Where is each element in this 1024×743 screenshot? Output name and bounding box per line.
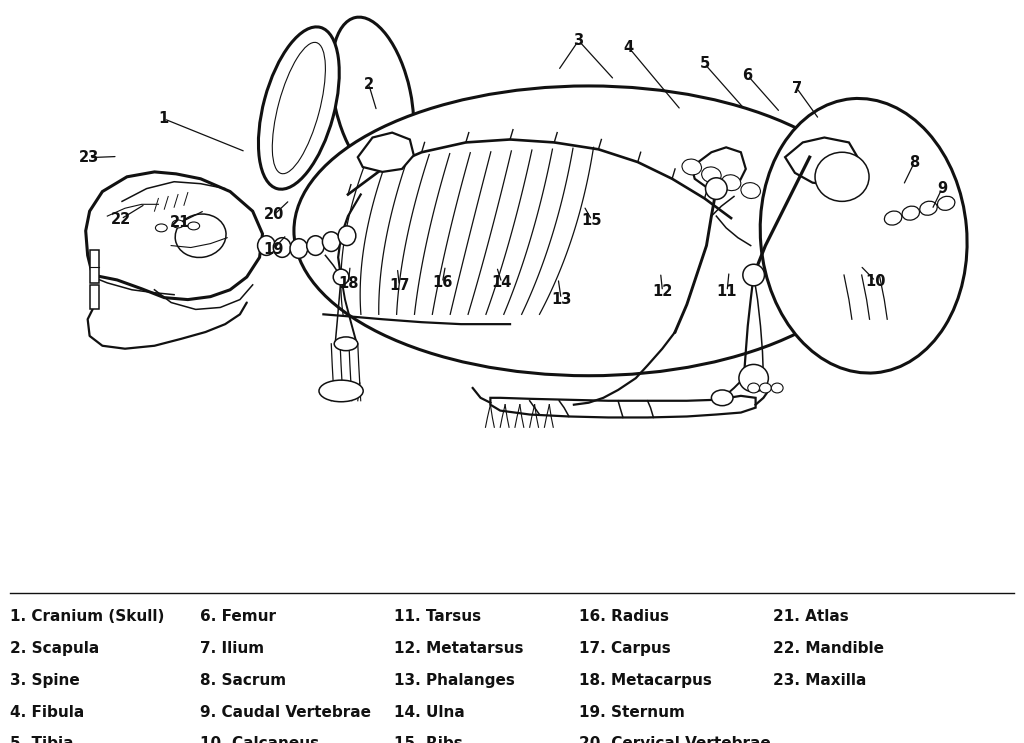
- Text: 23: 23: [79, 150, 99, 165]
- Text: 8: 8: [909, 155, 920, 169]
- Text: 11. Tarsus: 11. Tarsus: [394, 609, 481, 624]
- Text: 16: 16: [432, 276, 453, 291]
- Ellipse shape: [272, 42, 326, 174]
- Text: 15: 15: [582, 212, 602, 227]
- Text: 2: 2: [364, 77, 374, 91]
- Ellipse shape: [741, 183, 761, 198]
- Ellipse shape: [721, 175, 740, 191]
- Ellipse shape: [920, 201, 937, 215]
- Ellipse shape: [258, 236, 275, 256]
- Ellipse shape: [258, 27, 339, 189]
- Text: 1. Cranium (Skull): 1. Cranium (Skull): [10, 609, 165, 624]
- Ellipse shape: [760, 383, 771, 393]
- Ellipse shape: [902, 206, 920, 220]
- Ellipse shape: [739, 364, 768, 392]
- Ellipse shape: [290, 239, 307, 259]
- Ellipse shape: [307, 236, 325, 256]
- Text: 14. Ulna: 14. Ulna: [394, 704, 465, 719]
- Ellipse shape: [706, 178, 727, 199]
- Text: 22. Mandible: 22. Mandible: [773, 640, 884, 656]
- Text: 8. Sacrum: 8. Sacrum: [200, 672, 286, 688]
- Text: 7. Ilium: 7. Ilium: [200, 640, 264, 656]
- Text: 10. Calcaneus: 10. Calcaneus: [200, 736, 318, 743]
- Text: 9. Caudal Vertebrae: 9. Caudal Vertebrae: [200, 704, 371, 719]
- Text: 3. Spine: 3. Spine: [10, 672, 80, 688]
- Text: 19: 19: [263, 241, 284, 256]
- Text: 15. Ribs: 15. Ribs: [394, 736, 463, 743]
- Text: 7: 7: [792, 80, 802, 96]
- Polygon shape: [86, 172, 262, 299]
- Text: 21. Atlas: 21. Atlas: [773, 609, 849, 624]
- Text: 5: 5: [699, 56, 710, 71]
- Ellipse shape: [701, 167, 721, 183]
- Polygon shape: [357, 132, 414, 172]
- Polygon shape: [490, 396, 756, 418]
- Ellipse shape: [748, 383, 760, 393]
- Ellipse shape: [294, 86, 884, 376]
- Text: 6: 6: [742, 68, 753, 82]
- Text: 4. Fibula: 4. Fibula: [10, 704, 85, 719]
- Text: 23. Maxilla: 23. Maxilla: [773, 672, 866, 688]
- Text: 19. Sternum: 19. Sternum: [579, 704, 684, 719]
- Text: 13: 13: [551, 291, 571, 307]
- Text: 18: 18: [338, 276, 358, 291]
- Text: 14: 14: [492, 276, 512, 291]
- Ellipse shape: [323, 232, 340, 251]
- Ellipse shape: [338, 226, 355, 246]
- Ellipse shape: [815, 152, 869, 201]
- Ellipse shape: [682, 159, 701, 175]
- Ellipse shape: [332, 17, 414, 179]
- Ellipse shape: [760, 99, 967, 373]
- Ellipse shape: [175, 214, 226, 258]
- Ellipse shape: [273, 238, 291, 257]
- Text: 12. Metatarsus: 12. Metatarsus: [394, 640, 523, 656]
- Ellipse shape: [319, 380, 364, 402]
- Ellipse shape: [187, 222, 200, 230]
- Ellipse shape: [885, 211, 902, 225]
- Ellipse shape: [742, 265, 765, 286]
- Text: 22: 22: [111, 212, 131, 227]
- Text: 1: 1: [159, 111, 169, 126]
- Polygon shape: [90, 285, 99, 309]
- Text: 17: 17: [389, 278, 410, 293]
- Polygon shape: [692, 147, 745, 190]
- Polygon shape: [785, 137, 859, 185]
- Text: 16. Radius: 16. Radius: [579, 609, 669, 624]
- Text: 21: 21: [170, 215, 190, 230]
- Text: 3: 3: [573, 33, 584, 48]
- Ellipse shape: [937, 196, 955, 210]
- Text: 2. Scapula: 2. Scapula: [10, 640, 99, 656]
- Text: 13. Phalanges: 13. Phalanges: [394, 672, 515, 688]
- Text: 20. Cervical Vertebrae: 20. Cervical Vertebrae: [579, 736, 770, 743]
- Text: 17. Carpus: 17. Carpus: [579, 640, 671, 656]
- Ellipse shape: [333, 269, 349, 285]
- Polygon shape: [90, 250, 99, 283]
- Text: 5. Tibia: 5. Tibia: [10, 736, 74, 743]
- Text: 18. Metacarpus: 18. Metacarpus: [579, 672, 712, 688]
- Ellipse shape: [172, 220, 184, 228]
- Text: 11: 11: [717, 284, 737, 299]
- Ellipse shape: [156, 224, 167, 232]
- Ellipse shape: [712, 390, 733, 406]
- Text: 20: 20: [264, 207, 285, 222]
- Text: 4: 4: [624, 40, 634, 55]
- Text: 12: 12: [652, 284, 673, 299]
- Text: 9: 9: [937, 181, 947, 196]
- Text: 10: 10: [865, 273, 886, 288]
- Ellipse shape: [771, 383, 783, 393]
- Ellipse shape: [334, 337, 357, 351]
- Text: 6. Femur: 6. Femur: [200, 609, 275, 624]
